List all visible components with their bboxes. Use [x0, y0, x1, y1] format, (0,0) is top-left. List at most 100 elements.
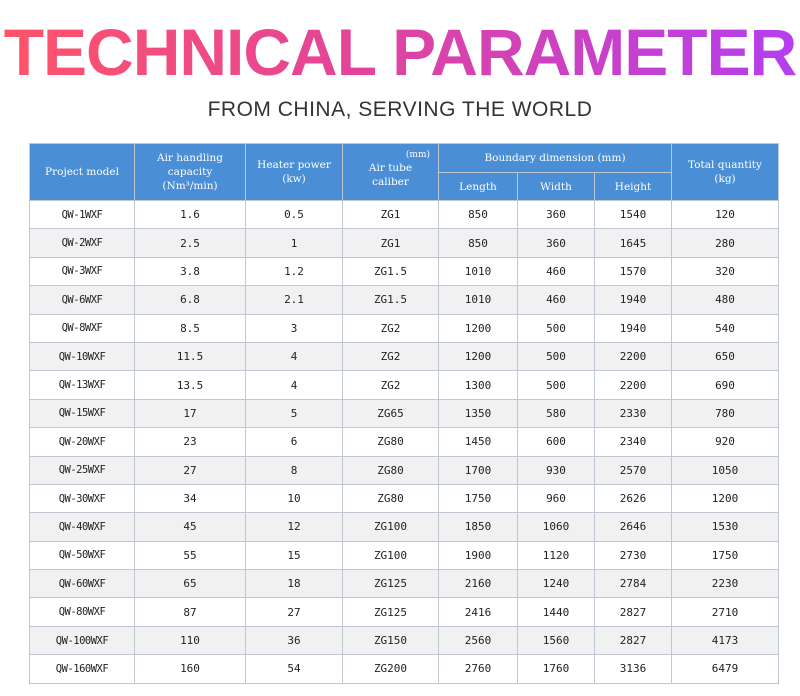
cell-tube-caliber: ZG1 — [342, 228, 439, 258]
cell-air-capacity: 23 — [134, 427, 246, 457]
cell-total-quantity: 690 — [671, 370, 779, 400]
table-body: QW-1WXF 1.6 0.5 ZG1 850 360 1540 120 QW-2WXF 2.5 1… — [29, 199, 779, 684]
table-row: QW-40WXF 45 12 ZG100 1850 1060 2646 1530 — [29, 512, 779, 542]
table-row: QW-6WXF 6.8 2.1 ZG1.5 1010 460 1940 480 — [29, 285, 779, 315]
cell-tube-caliber: ZG1.5 — [342, 256, 439, 287]
header-project-model: Project model — [29, 143, 135, 201]
cell-model: QW-6WXF — [29, 285, 135, 315]
cell-model: QW-13WXF — [29, 370, 135, 400]
cell-length: 1010 — [438, 256, 518, 287]
cell-model: QW-2WXF — [29, 228, 135, 258]
cell-width: 1440 — [517, 597, 595, 627]
cell-height: 1570 — [594, 256, 672, 287]
cell-height: 2827 — [594, 625, 672, 656]
cell-total-quantity: 2710 — [671, 597, 779, 627]
table-header: Project model Air handling capacity (Nm³… — [29, 143, 779, 201]
cell-heater-power: 1.2 — [245, 256, 343, 287]
cell-length: 1010 — [438, 285, 518, 315]
table-row: QW-20WXF 23 6 ZG80 1450 600 2340 920 — [29, 427, 779, 457]
cell-air-capacity: 45 — [134, 512, 246, 542]
cell-model: QW-25WXF — [29, 455, 135, 485]
cell-width: 1560 — [517, 625, 595, 656]
cell-tube-caliber: ZG80 — [342, 483, 439, 514]
cell-heater-power: 6 — [245, 427, 343, 457]
cell-tube-caliber: ZG1 — [342, 199, 439, 230]
cell-length: 850 — [438, 228, 518, 258]
cell-total-quantity: 120 — [671, 199, 779, 230]
cell-height: 2784 — [594, 569, 672, 599]
cell-length: 2416 — [438, 597, 518, 627]
cell-width: 580 — [517, 398, 595, 429]
cell-heater-power: 15 — [245, 540, 343, 571]
cell-air-capacity: 27 — [134, 455, 246, 485]
cell-width: 460 — [517, 285, 595, 315]
cell-heater-power: 36 — [245, 625, 343, 656]
cell-tube-caliber: ZG100 — [342, 512, 439, 542]
cell-tube-caliber: ZG1.5 — [342, 285, 439, 315]
cell-air-capacity: 13.5 — [134, 370, 246, 400]
cell-heater-power: 10 — [245, 483, 343, 514]
header-boundary-dimension: Boundary dimension (mm) — [438, 143, 672, 173]
table-row: QW-1WXF 1.6 0.5 ZG1 850 360 1540 120 — [29, 199, 779, 230]
cell-height: 2730 — [594, 540, 672, 571]
table-row: QW-10WXF 11.5 4 ZG2 1200 500 2200 650 — [29, 341, 779, 372]
cell-height: 2200 — [594, 341, 672, 372]
cell-total-quantity: 1050 — [671, 455, 779, 485]
cell-air-capacity: 11.5 — [134, 341, 246, 372]
cell-air-capacity: 160 — [134, 654, 246, 684]
cell-tube-caliber: ZG80 — [342, 427, 439, 457]
cell-width: 1240 — [517, 569, 595, 599]
cell-heater-power: 2.1 — [245, 285, 343, 315]
cell-width: 500 — [517, 341, 595, 372]
cell-tube-caliber: ZG125 — [342, 597, 439, 627]
cell-length: 2560 — [438, 625, 518, 656]
header-width: Width — [517, 172, 595, 201]
cell-width: 460 — [517, 256, 595, 287]
cell-model: QW-60WXF — [29, 569, 135, 599]
cell-width: 960 — [517, 483, 595, 514]
cell-height: 1940 — [594, 285, 672, 315]
cell-air-capacity: 87 — [134, 597, 246, 627]
cell-total-quantity: 280 — [671, 228, 779, 258]
cell-tube-caliber: ZG80 — [342, 455, 439, 485]
cell-width: 500 — [517, 370, 595, 400]
cell-total-quantity: 320 — [671, 256, 779, 287]
table-row: QW-15WXF 17 5 ZG65 1350 580 2330 780 — [29, 398, 779, 429]
cell-height: 2827 — [594, 597, 672, 627]
cell-height: 2626 — [594, 483, 672, 514]
cell-tube-caliber: ZG100 — [342, 540, 439, 571]
cell-tube-caliber: ZG65 — [342, 398, 439, 429]
table-row: QW-8WXF 8.5 3 ZG2 1200 500 1940 540 — [29, 313, 779, 343]
table-row: QW-2WXF 2.5 1 ZG1 850 360 1645 280 — [29, 228, 779, 258]
cell-length: 1200 — [438, 313, 518, 343]
cell-width: 500 — [517, 313, 595, 343]
cell-height: 2646 — [594, 512, 672, 542]
cell-model: QW-3WXF — [29, 256, 135, 287]
cell-model: QW-20WXF — [29, 427, 135, 457]
cell-height: 1645 — [594, 228, 672, 258]
table-row: QW-25WXF 27 8 ZG80 1700 930 2570 1050 — [29, 455, 779, 485]
cell-air-capacity: 8.5 — [134, 313, 246, 343]
cell-width: 360 — [517, 228, 595, 258]
cell-total-quantity: 1530 — [671, 512, 779, 542]
table-row: QW-160WXF 160 54 ZG200 2760 1760 3136 6479 — [29, 654, 779, 684]
cell-air-capacity: 6.8 — [134, 285, 246, 315]
cell-width: 1760 — [517, 654, 595, 684]
cell-total-quantity: 1750 — [671, 540, 779, 571]
header-length: Length — [438, 172, 518, 201]
cell-width: 930 — [517, 455, 595, 485]
cell-width: 600 — [517, 427, 595, 457]
cell-length: 1200 — [438, 341, 518, 372]
cell-heater-power: 54 — [245, 654, 343, 684]
cell-model: QW-100WXF — [29, 625, 135, 656]
cell-length: 2160 — [438, 569, 518, 599]
cell-model: QW-50WXF — [29, 540, 135, 571]
cell-width: 1120 — [517, 540, 595, 571]
cell-height: 2570 — [594, 455, 672, 485]
cell-width: 1060 — [517, 512, 595, 542]
table-row: QW-60WXF 65 18 ZG125 2160 1240 2784 2230 — [29, 569, 779, 599]
page-subtitle: FROM CHINA, SERVING THE WORLD — [207, 98, 593, 121]
cell-tube-caliber: ZG125 — [342, 569, 439, 599]
cell-tube-caliber: ZG2 — [342, 341, 439, 372]
cell-height: 3136 — [594, 654, 672, 684]
